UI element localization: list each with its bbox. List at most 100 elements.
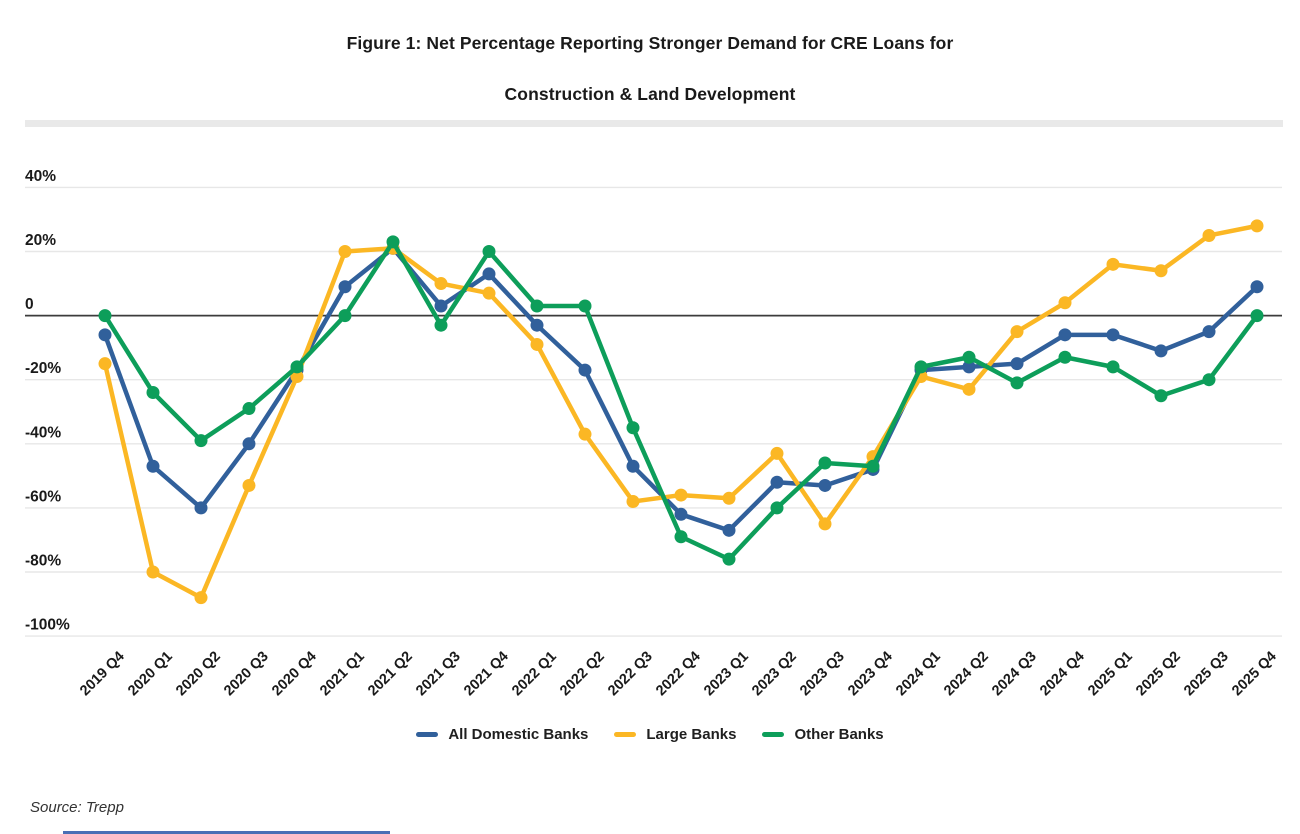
x-tick-label: 2024 Q1: [893, 649, 944, 700]
data-point-all-domestic-banks: [146, 459, 160, 473]
x-tick-label: 2022 Q3: [605, 649, 656, 700]
y-tick-label: 0: [25, 296, 34, 313]
data-point-other-banks: [674, 530, 688, 544]
data-point-large-banks: [962, 382, 976, 396]
title-divider-bar: [25, 120, 1283, 127]
x-tick-label: 2022 Q2: [557, 649, 608, 700]
data-point-all-domestic-banks: [1154, 344, 1168, 358]
data-point-large-banks: [338, 245, 352, 258]
data-point-large-banks: [482, 286, 496, 300]
data-point-large-banks: [818, 517, 832, 531]
x-tick-label: 2021 Q1: [317, 649, 368, 700]
x-tick-label: 2025 Q4: [1229, 649, 1280, 700]
source-text: Source: Trepp: [30, 799, 124, 816]
data-point-all-domestic-banks: [194, 501, 208, 515]
data-point-other-banks: [626, 421, 640, 435]
y-tick-label: 20%: [25, 232, 56, 249]
data-point-large-banks: [722, 491, 736, 505]
data-point-all-domestic-banks: [1010, 357, 1024, 371]
data-point-all-domestic-banks: [1106, 328, 1120, 342]
x-tick-label: 2025 Q3: [1181, 649, 1232, 700]
data-point-large-banks: [290, 369, 304, 383]
data-point-all-domestic-banks: [434, 299, 448, 313]
x-tick-label: 2023 Q1: [701, 649, 752, 700]
data-point-other-banks: [1106, 360, 1120, 374]
x-tick-label: 2020 Q2: [173, 649, 224, 700]
data-point-all-domestic-banks: [1058, 328, 1072, 342]
data-point-other-banks: [866, 459, 880, 473]
data-point-all-domestic-banks: [338, 280, 352, 294]
x-tick-label: 2024 Q3: [989, 649, 1040, 700]
data-point-all-domestic-banks: [1250, 280, 1264, 294]
data-point-other-banks: [434, 318, 448, 332]
legend-label-large-banks: Large Banks: [646, 726, 737, 743]
data-point-other-banks: [530, 299, 544, 313]
data-point-other-banks: [722, 552, 736, 566]
data-point-other-banks: [146, 386, 160, 400]
data-point-other-banks: [482, 245, 496, 258]
legend-item-all-domestic-banks: All Domestic Banks: [416, 726, 588, 743]
x-tick-label: 2019 Q4: [77, 649, 128, 700]
legend-label-other-banks: Other Banks: [794, 726, 884, 743]
data-point-all-domestic-banks: [770, 475, 784, 489]
x-tick-label: 2024 Q2: [941, 649, 992, 700]
data-point-all-domestic-banks: [1202, 325, 1216, 339]
data-point-large-banks: [1250, 219, 1264, 233]
data-point-large-banks: [98, 357, 112, 371]
x-tick-label: 2021 Q2: [365, 649, 416, 700]
x-tick-label: 2020 Q3: [221, 649, 272, 700]
x-tick-label: 2025 Q1: [1085, 649, 1136, 700]
data-point-other-banks: [770, 501, 784, 515]
data-point-all-domestic-banks: [674, 507, 688, 521]
x-tick-label: 2020 Q1: [125, 649, 176, 700]
legend-dash-other-banks: [762, 732, 785, 737]
data-point-other-banks: [962, 350, 976, 364]
x-tick-label: 2022 Q4: [653, 649, 704, 700]
bottom-edge-bar: [63, 831, 390, 834]
data-point-other-banks: [1202, 373, 1216, 387]
data-point-large-banks: [1106, 257, 1120, 271]
y-tick-label: -40%: [25, 424, 61, 441]
x-tick-label: 2024 Q4: [1037, 649, 1088, 700]
data-point-all-domestic-banks: [482, 267, 496, 281]
x-tick-label: 2021 Q3: [413, 649, 464, 700]
x-tick-label: 2021 Q4: [461, 649, 512, 700]
data-point-all-domestic-banks: [578, 363, 592, 377]
data-point-other-banks: [386, 235, 400, 249]
data-point-other-banks: [338, 309, 352, 323]
legend-dash-large-banks: [614, 732, 637, 737]
x-tick-label: 2023 Q3: [797, 649, 848, 700]
data-point-other-banks: [242, 402, 256, 416]
data-point-large-banks: [242, 478, 256, 492]
data-point-large-banks: [1154, 264, 1168, 278]
data-point-other-banks: [1058, 350, 1072, 364]
data-point-all-domestic-banks: [98, 328, 112, 342]
y-tick-label: 40%: [25, 168, 56, 185]
data-point-other-banks: [818, 456, 832, 470]
data-point-large-banks: [1202, 228, 1216, 242]
data-point-all-domestic-banks: [242, 437, 256, 451]
data-point-large-banks: [146, 565, 160, 579]
figure-title-line-1: Figure 1: Net Percentage Reporting Stron…: [346, 33, 954, 53]
data-point-other-banks: [1010, 376, 1024, 390]
legend-dash-all-domestic-banks: [416, 732, 439, 737]
data-point-all-domestic-banks: [530, 318, 544, 332]
data-point-large-banks: [1010, 325, 1024, 339]
data-point-other-banks: [1250, 309, 1264, 323]
data-point-large-banks: [770, 446, 784, 460]
data-point-other-banks: [98, 309, 112, 323]
legend-label-all-domestic-banks: All Domestic Banks: [448, 726, 589, 743]
data-point-other-banks: [578, 299, 592, 313]
data-point-all-domestic-banks: [818, 478, 832, 492]
y-tick-label: -60%: [25, 488, 61, 505]
data-point-large-banks: [674, 488, 688, 502]
y-tick-label: -20%: [25, 360, 61, 377]
legend-item-other-banks: Other Banks: [762, 726, 884, 743]
data-point-all-domestic-banks: [962, 360, 976, 374]
data-point-large-banks: [434, 277, 448, 291]
series-line-all-domestic-banks: [102, 246, 1260, 533]
legend-item-large-banks: Large Banks: [614, 726, 736, 743]
x-tick-label: 2023 Q4: [845, 649, 896, 700]
x-tick-label: 2023 Q2: [749, 649, 800, 700]
